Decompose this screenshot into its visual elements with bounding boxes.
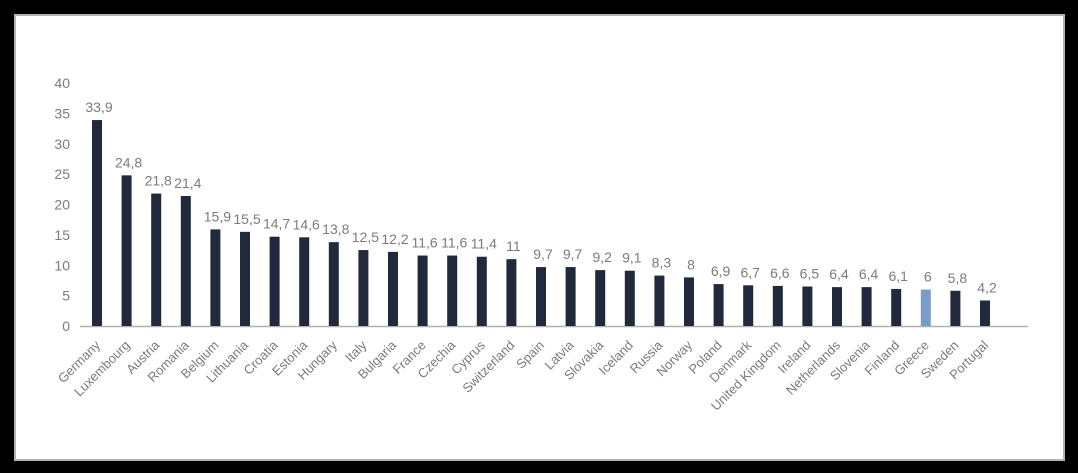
y-tick-label: 15 (54, 227, 70, 243)
bar-slovenia (861, 287, 872, 326)
bar-norway (684, 277, 694, 326)
data-label: 21,4 (174, 175, 201, 191)
y-tick-label: 40 (54, 75, 70, 91)
data-label: 6,4 (829, 266, 849, 282)
data-label: 6,9 (711, 263, 731, 279)
y-tick-label: 20 (54, 197, 70, 213)
bar-hungary (328, 242, 339, 326)
data-label: 6,7 (740, 264, 760, 280)
bar-sweden (950, 290, 961, 326)
data-label: 9,7 (533, 246, 553, 262)
bar-greece (920, 289, 931, 326)
data-label: 13,8 (322, 221, 349, 237)
bar-slovakia (595, 270, 606, 326)
bar-spain (536, 267, 546, 326)
bar-austria (151, 193, 162, 326)
bar-luxembourg (121, 175, 132, 326)
data-label: 6,5 (800, 266, 820, 282)
y-tick-label: 25 (54, 166, 70, 182)
data-label: 14,7 (263, 216, 290, 232)
bars (92, 120, 990, 327)
bar-france (417, 255, 428, 326)
data-label: 9,2 (592, 249, 612, 265)
bar-united-kingdom (772, 285, 783, 326)
data-label: 12,2 (381, 231, 408, 247)
bar-romania (180, 195, 191, 326)
data-label: 8,3 (652, 255, 672, 271)
data-label: 33,9 (85, 99, 112, 115)
bar-netherlands (832, 287, 842, 326)
bar-estonia (299, 237, 310, 326)
bar-portugal (980, 300, 990, 326)
bar-poland (713, 284, 724, 326)
x-tick-label: Spain (513, 338, 547, 372)
data-label: 6,1 (888, 268, 908, 284)
data-label: 15,5 (233, 211, 260, 227)
y-axis: 0 5 10 15 20 25 30 35 40 (54, 75, 70, 334)
y-tick-label: 5 (62, 288, 70, 304)
bar-cyprus (476, 256, 487, 326)
data-label: 6 (924, 269, 932, 285)
bar-germany (92, 120, 102, 327)
data-label: 8 (687, 256, 695, 272)
data-label: 24,8 (115, 154, 142, 170)
bar-belgium (210, 229, 221, 326)
y-tick-label: 30 (54, 136, 70, 152)
data-label: 14,6 (293, 216, 320, 232)
bar-lithuania (240, 231, 250, 326)
data-labels: 33,9 24,821,8 21,4 15,9 15,5 14,7 14,6 13,8 12,5… (85, 99, 997, 295)
data-label: 21,8 (145, 173, 172, 189)
data-label: 6,4 (859, 266, 879, 282)
bar-italy (358, 250, 369, 326)
data-label: 11,6 (411, 235, 437, 251)
data-label: 11 (506, 238, 521, 254)
y-tick-label: 35 (54, 105, 70, 121)
data-label: 5,8 (948, 270, 968, 286)
data-label: 11,4 (471, 236, 497, 252)
data-label: 9,1 (622, 250, 642, 266)
bar-russia (654, 275, 665, 326)
bar-czechia (447, 255, 458, 326)
data-label: 11,6 (441, 235, 467, 251)
bar-finland (891, 288, 902, 326)
bar-denmark (743, 285, 754, 326)
bar-iceland (624, 270, 635, 326)
data-label: 12,5 (352, 229, 379, 245)
bar-bulgaria (388, 251, 398, 326)
y-tick-label: 0 (62, 318, 70, 334)
bar-ireland (802, 286, 813, 326)
bar-latvia (565, 267, 576, 326)
data-label: 9,7 (563, 246, 583, 262)
data-label: 4,2 (977, 279, 997, 295)
data-label: 15,9 (204, 208, 231, 224)
data-label: 6,6 (770, 265, 790, 281)
bar-croatia (269, 236, 280, 326)
y-tick-label: 10 (54, 257, 70, 273)
x-axis-labels: GermanyLuxembourgAustriaRomaniaBelgiumLi… (55, 337, 991, 414)
bar-switzerland (506, 259, 517, 326)
